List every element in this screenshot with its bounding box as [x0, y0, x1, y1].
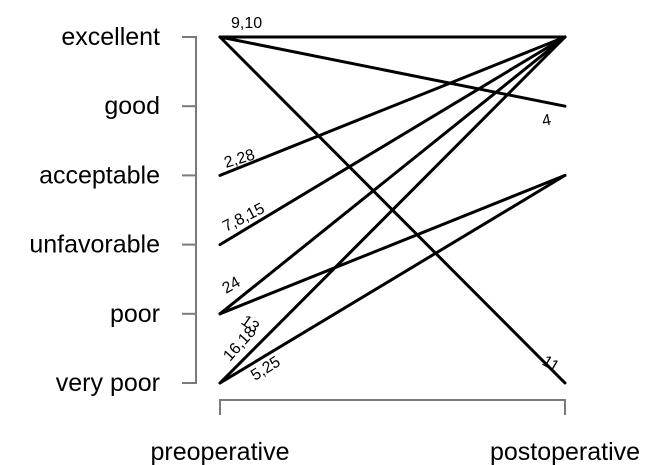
- line-2-28: [218, 35, 567, 177]
- line-13: [218, 35, 567, 316]
- y-tick-label-good: good: [104, 92, 160, 120]
- line-5-25: [218, 173, 567, 385]
- line-4: [218, 35, 567, 108]
- x-tick-label-preoperative: preoperative: [151, 438, 290, 465]
- x-tick-label-postoperative: postoperative: [490, 438, 640, 465]
- line-16-18: [218, 35, 567, 385]
- data-label-11: 11: [539, 353, 562, 376]
- data-label-4: 4: [541, 112, 553, 130]
- x-axis: preoperative postoperative: [151, 399, 640, 465]
- data-label-5-25: 5,25: [248, 353, 284, 384]
- y-tick-label-acceptable: acceptable: [39, 161, 160, 189]
- data-label-9-10: 9,10: [231, 15, 262, 32]
- connection-lines: [218, 35, 567, 385]
- x-axis-line: [219, 399, 566, 415]
- y-tick-label-very-poor: very poor: [56, 369, 160, 397]
- y-tick-label-poor: poor: [110, 300, 160, 328]
- data-label-16-18: 16,18: [220, 323, 259, 364]
- y-tick-label-unfavorable: unfavorable: [29, 231, 160, 259]
- line-7-8-15: [218, 35, 567, 247]
- data-label-2-28: 2,28: [222, 146, 257, 171]
- y-axis-line: [182, 36, 197, 384]
- data-label-24: 24: [220, 274, 244, 298]
- y-tick-label-excellent: excellent: [61, 23, 160, 51]
- y-axis: excellent good acceptable unfavorable poor ve…: [29, 23, 197, 397]
- line-24: [218, 173, 567, 316]
